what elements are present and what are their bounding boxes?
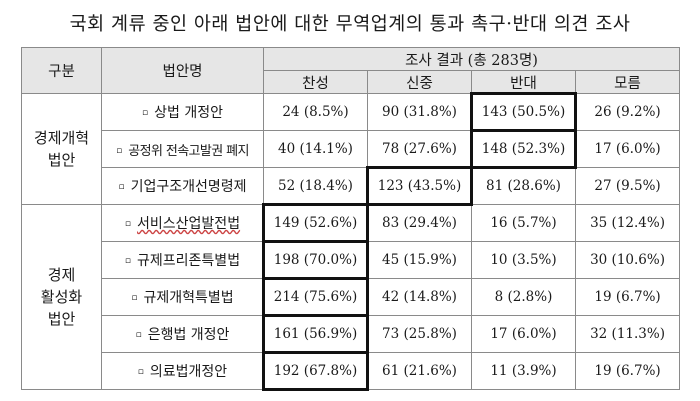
bill-name: ▫ 상법 개정안	[101, 93, 264, 131]
cell-oppose: 81 (28.6%)	[471, 167, 576, 205]
cell-agree: 24 (8.5%)	[263, 93, 368, 131]
cell-oppose: 11 (3.9%)	[471, 352, 576, 390]
cell-caution: 83 (29.4%)	[367, 204, 472, 242]
document-title: 국회 계류 중인 아래 법안에 대한 무역업계의 통과 촉구·반대 의견 조사	[69, 14, 631, 35]
cell-unknown: 26 (9.2%)	[574, 93, 681, 131]
table-row: ▫ 기업구조개선명령제 52 (18.4%) 123 (43.5%) 81 (28…	[22, 166, 681, 207]
table-row: ▫ 공정위 전속고발권 폐지 40 (14.1%) 78 (27.6%) 148 …	[22, 129, 681, 170]
survey-table: 구분 법안명 조사 결과 (총 283명) 찬성 신중 반대 모름 경제개혁 법…	[21, 47, 681, 392]
table-row: 경제개혁 법안 ▫ 상법 개정안 24 (8.5%) 90 (31.8%) 143…	[21, 92, 681, 205]
cell-unknown: 19 (6.7%)	[574, 278, 681, 316]
cell-caution: 78 (27.6%)	[367, 130, 472, 168]
bill-name: ▫ 규제개혁특별법	[101, 278, 264, 316]
bill-name: ▫ 의료법개정안	[101, 352, 264, 390]
cell-agree-highlighted: 192 (67.8%)	[262, 351, 370, 392]
header-oppose: 반대	[471, 70, 576, 94]
header-bill-name: 법안명	[101, 47, 264, 94]
header-survey-result: 조사 결과 (총 283명)	[262, 47, 681, 71]
bill-name: ▫ 서비스산업발전법	[101, 204, 264, 242]
cell-oppose: 16 (5.7%)	[471, 204, 576, 242]
cell-agree: 52 (18.4%)	[263, 167, 368, 205]
bill-name: ▫ 기업구조개선명령제	[101, 167, 264, 205]
cell-agree-highlighted: 149 (52.6%)	[262, 203, 370, 244]
cell-unknown: 35 (12.4%)	[574, 204, 681, 242]
group-label-activation: 경제 활성화 법안	[21, 204, 102, 390]
table-row: ▫ 규제프리존특별법 198 (70.0%) 45 (15.9%) 10 (3.5…	[22, 240, 681, 281]
table-row: ▫ 은행법 개정안 161 (56.9%) 73 (25.8%) 17 (6.0%…	[22, 314, 681, 355]
cell-oppose: 8 (2.8%)	[471, 278, 576, 316]
cell-unknown: 30 (10.6%)	[574, 241, 681, 279]
header-group: 구분	[21, 47, 102, 94]
cell-caution: 90 (31.8%)	[367, 93, 472, 131]
cell-caution-highlighted: 123 (43.5%)	[366, 166, 474, 207]
header-agree: 찬성	[263, 70, 368, 94]
table-row: 경제 활성화 법안 ▫ 서비스산업발전법 149 (52.6%) 83 (29.4…	[21, 203, 681, 390]
cell-caution: 45 (15.9%)	[367, 241, 472, 279]
cell-caution: 42 (14.8%)	[367, 278, 472, 316]
bill-name: ▫ 은행법 개정안	[101, 315, 264, 353]
cell-unknown: 19 (6.7%)	[574, 352, 681, 390]
cell-agree: 40 (14.1%)	[263, 130, 368, 168]
cell-caution: 73 (25.8%)	[367, 315, 472, 353]
cell-unknown: 32 (11.3%)	[574, 315, 681, 353]
cell-oppose: 17 (6.0%)	[471, 315, 576, 353]
group-label-reform: 경제개혁 법안	[21, 93, 102, 205]
bill-name: ▫ 규제프리존특별법	[101, 241, 264, 279]
header-unknown: 모름	[574, 70, 681, 94]
cell-unknown: 17 (6.0%)	[574, 130, 681, 168]
table-row: ▫ 의료법개정안 192 (67.8%) 61 (21.6%) 11 (3.9%)…	[22, 351, 681, 392]
cell-agree-highlighted: 214 (75.6%)	[262, 277, 370, 318]
cell-oppose-highlighted: 143 (50.5%)	[470, 92, 578, 133]
cell-oppose: 10 (3.5%)	[471, 241, 576, 279]
bill-name: ▫ 공정위 전속고발권 폐지	[101, 130, 264, 168]
cell-unknown: 27 (9.5%)	[574, 167, 681, 205]
cell-caution: 61 (21.6%)	[367, 352, 472, 390]
table-row: ▫ 규제개혁특별법 214 (75.6%) 42 (14.8%) 8 (2.8%)…	[22, 277, 681, 318]
cell-agree-highlighted: 161 (56.9%)	[262, 314, 370, 355]
header-caution: 신중	[367, 70, 472, 94]
cell-agree-highlighted: 198 (70.0%)	[262, 240, 370, 281]
cell-oppose-highlighted: 148 (52.3%)	[470, 129, 578, 170]
